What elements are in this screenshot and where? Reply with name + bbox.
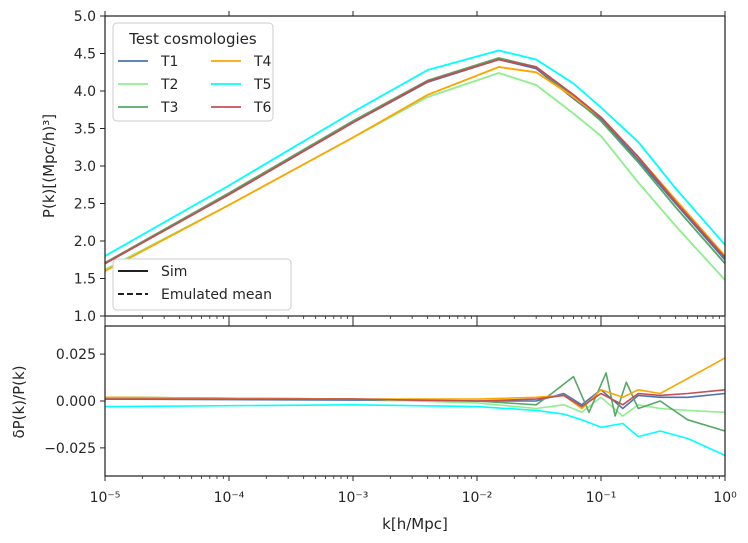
x-tick-label: 10⁻⁴: [214, 490, 245, 506]
bottom-yticks: −0.025 0.000 0.025: [44, 347, 105, 457]
bottom-ytick-label: 0.000: [56, 394, 96, 410]
bottom-ylabel: δP(k)/P(k): [10, 365, 28, 438]
residual-line-t6: [105, 389, 726, 408]
x-tick-label: 10⁻³: [338, 490, 369, 506]
legend-label-t6: T6: [253, 100, 272, 116]
residual-line-t3: [104, 372, 726, 432]
top-ytick-label: 2.0: [74, 234, 96, 250]
top-ytick-label: 1.0: [74, 309, 96, 325]
top-ytick-label: 4.5: [74, 47, 96, 63]
top-ytick-label: 3.5: [74, 122, 96, 138]
top-panel: 1.0 1.5 2.0 2.5 3.0 3.5 4.0 4.5 5.0 P(k)[(Mpc/h)…: [40, 9, 726, 325]
cosmology-legend-title: Test cosmologies: [128, 30, 257, 48]
bottom-panel: −0.025 0.000 0.025 δP(k)/P(k) k[h/Mpc]: [10, 325, 726, 533]
x-tick-label: 10⁰: [713, 490, 737, 506]
legend-label-t1: T1: [160, 54, 178, 70]
cosmology-legend: Test cosmologies T1 T2 T3 T4 T5 T6: [112, 22, 274, 122]
series-emulated-t3: [104, 57, 726, 265]
series-emulated-t2: [104, 72, 726, 281]
top-ytick-label: 4.0: [74, 84, 96, 100]
sim-label: Sim: [161, 264, 187, 280]
legend-label-t2: T2: [160, 77, 178, 93]
legend-label-t5: T5: [253, 77, 271, 93]
series-emulated-t6: [104, 58, 726, 265]
top-series-lines: [104, 49, 726, 281]
top-yticks: 1.0 1.5 2.0 2.5 3.0 3.5 4.0 4.5 5.0: [74, 9, 105, 325]
x-tick-label: 10⁻¹: [586, 490, 617, 506]
top-ytick-label: 5.0: [74, 9, 96, 25]
x-tick-label: 10⁻²: [462, 490, 493, 506]
cosmology-legend-box: [112, 22, 274, 122]
bottom-axes-frame: [104, 325, 726, 477]
top-ytick-label: 2.5: [74, 197, 96, 213]
x-axis-label: k[h/Mpc]: [382, 515, 448, 533]
legend-label-t4: T4: [253, 54, 272, 70]
cosmology-legend-entries: T1 T2 T3 T4 T5 T6: [118, 54, 272, 116]
emulated-label: Emulated mean: [161, 287, 272, 303]
x-tick-label: 10⁻⁵: [90, 490, 121, 506]
top-axes-frame: [104, 15, 726, 317]
legend-label-t3: T3: [160, 100, 178, 116]
bottom-series-lines: [104, 357, 726, 457]
style-legend: Sim Emulated mean: [112, 258, 292, 311]
bottom-ytick-label: −0.025: [44, 441, 96, 457]
style-legend-box: [112, 258, 292, 311]
top-ytick-label: 1.5: [74, 272, 96, 288]
top-ylabel: P(k)[(Mpc/h)³]: [40, 114, 58, 218]
residual-line-t5: [104, 404, 726, 457]
series-emulated-t5: [104, 49, 726, 257]
top-ytick-label: 3.0: [74, 159, 96, 175]
bottom-ytick-label: 0.025: [56, 347, 96, 363]
x-ticks: 10⁻⁵ 10⁻⁴ 10⁻³ 10⁻² 10⁻¹ 10⁰: [90, 11, 737, 506]
